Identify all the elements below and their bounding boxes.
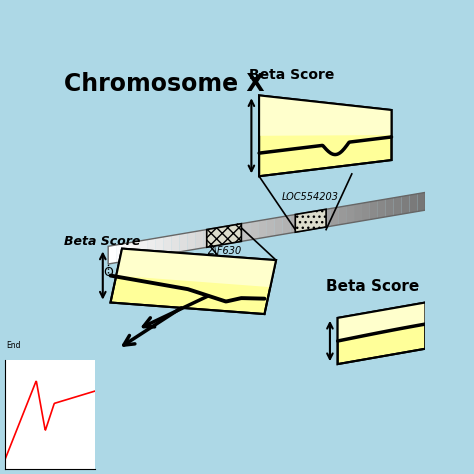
Text: Beta Score: Beta Score xyxy=(326,279,419,294)
Polygon shape xyxy=(259,95,392,176)
Polygon shape xyxy=(337,302,425,364)
Polygon shape xyxy=(307,211,314,230)
Polygon shape xyxy=(283,215,291,234)
Polygon shape xyxy=(354,203,362,222)
Polygon shape xyxy=(291,214,299,233)
Polygon shape xyxy=(299,213,307,232)
Polygon shape xyxy=(164,236,172,255)
Text: Chromosome X: Chromosome X xyxy=(64,72,265,95)
Polygon shape xyxy=(394,196,401,216)
Polygon shape xyxy=(338,206,346,225)
Polygon shape xyxy=(259,219,267,238)
Polygon shape xyxy=(337,302,425,341)
Polygon shape xyxy=(362,202,370,221)
Polygon shape xyxy=(195,230,203,249)
Polygon shape xyxy=(386,198,394,217)
Polygon shape xyxy=(243,222,251,241)
Polygon shape xyxy=(251,221,259,240)
Polygon shape xyxy=(124,242,132,261)
Text: O: O xyxy=(103,266,113,279)
Polygon shape xyxy=(267,218,275,237)
Polygon shape xyxy=(156,237,164,256)
Polygon shape xyxy=(188,231,195,251)
Text: End: End xyxy=(7,341,21,350)
Text: Beta Score: Beta Score xyxy=(249,68,334,82)
Text: LOC554203: LOC554203 xyxy=(282,191,339,201)
Polygon shape xyxy=(116,244,124,263)
Polygon shape xyxy=(140,239,148,259)
Polygon shape xyxy=(418,192,425,211)
Polygon shape xyxy=(410,194,418,213)
Polygon shape xyxy=(401,195,410,214)
Text: Z\F630: Z\F630 xyxy=(207,246,241,255)
Polygon shape xyxy=(330,207,338,226)
Polygon shape xyxy=(235,223,243,242)
Polygon shape xyxy=(116,248,276,287)
Polygon shape xyxy=(132,241,140,260)
Polygon shape xyxy=(172,234,180,253)
Polygon shape xyxy=(148,238,156,257)
Polygon shape xyxy=(314,210,322,229)
Polygon shape xyxy=(211,228,219,246)
Polygon shape xyxy=(108,245,116,264)
Polygon shape xyxy=(219,226,227,245)
Polygon shape xyxy=(275,217,283,236)
Polygon shape xyxy=(346,204,354,224)
Polygon shape xyxy=(370,201,378,219)
Text: Beta Score: Beta Score xyxy=(64,235,141,248)
Polygon shape xyxy=(295,210,326,232)
Polygon shape xyxy=(322,209,330,228)
Polygon shape xyxy=(110,248,276,314)
Polygon shape xyxy=(378,199,386,218)
Polygon shape xyxy=(259,95,392,136)
Polygon shape xyxy=(203,229,211,248)
Polygon shape xyxy=(180,233,188,252)
Polygon shape xyxy=(227,225,235,244)
Polygon shape xyxy=(207,224,241,247)
